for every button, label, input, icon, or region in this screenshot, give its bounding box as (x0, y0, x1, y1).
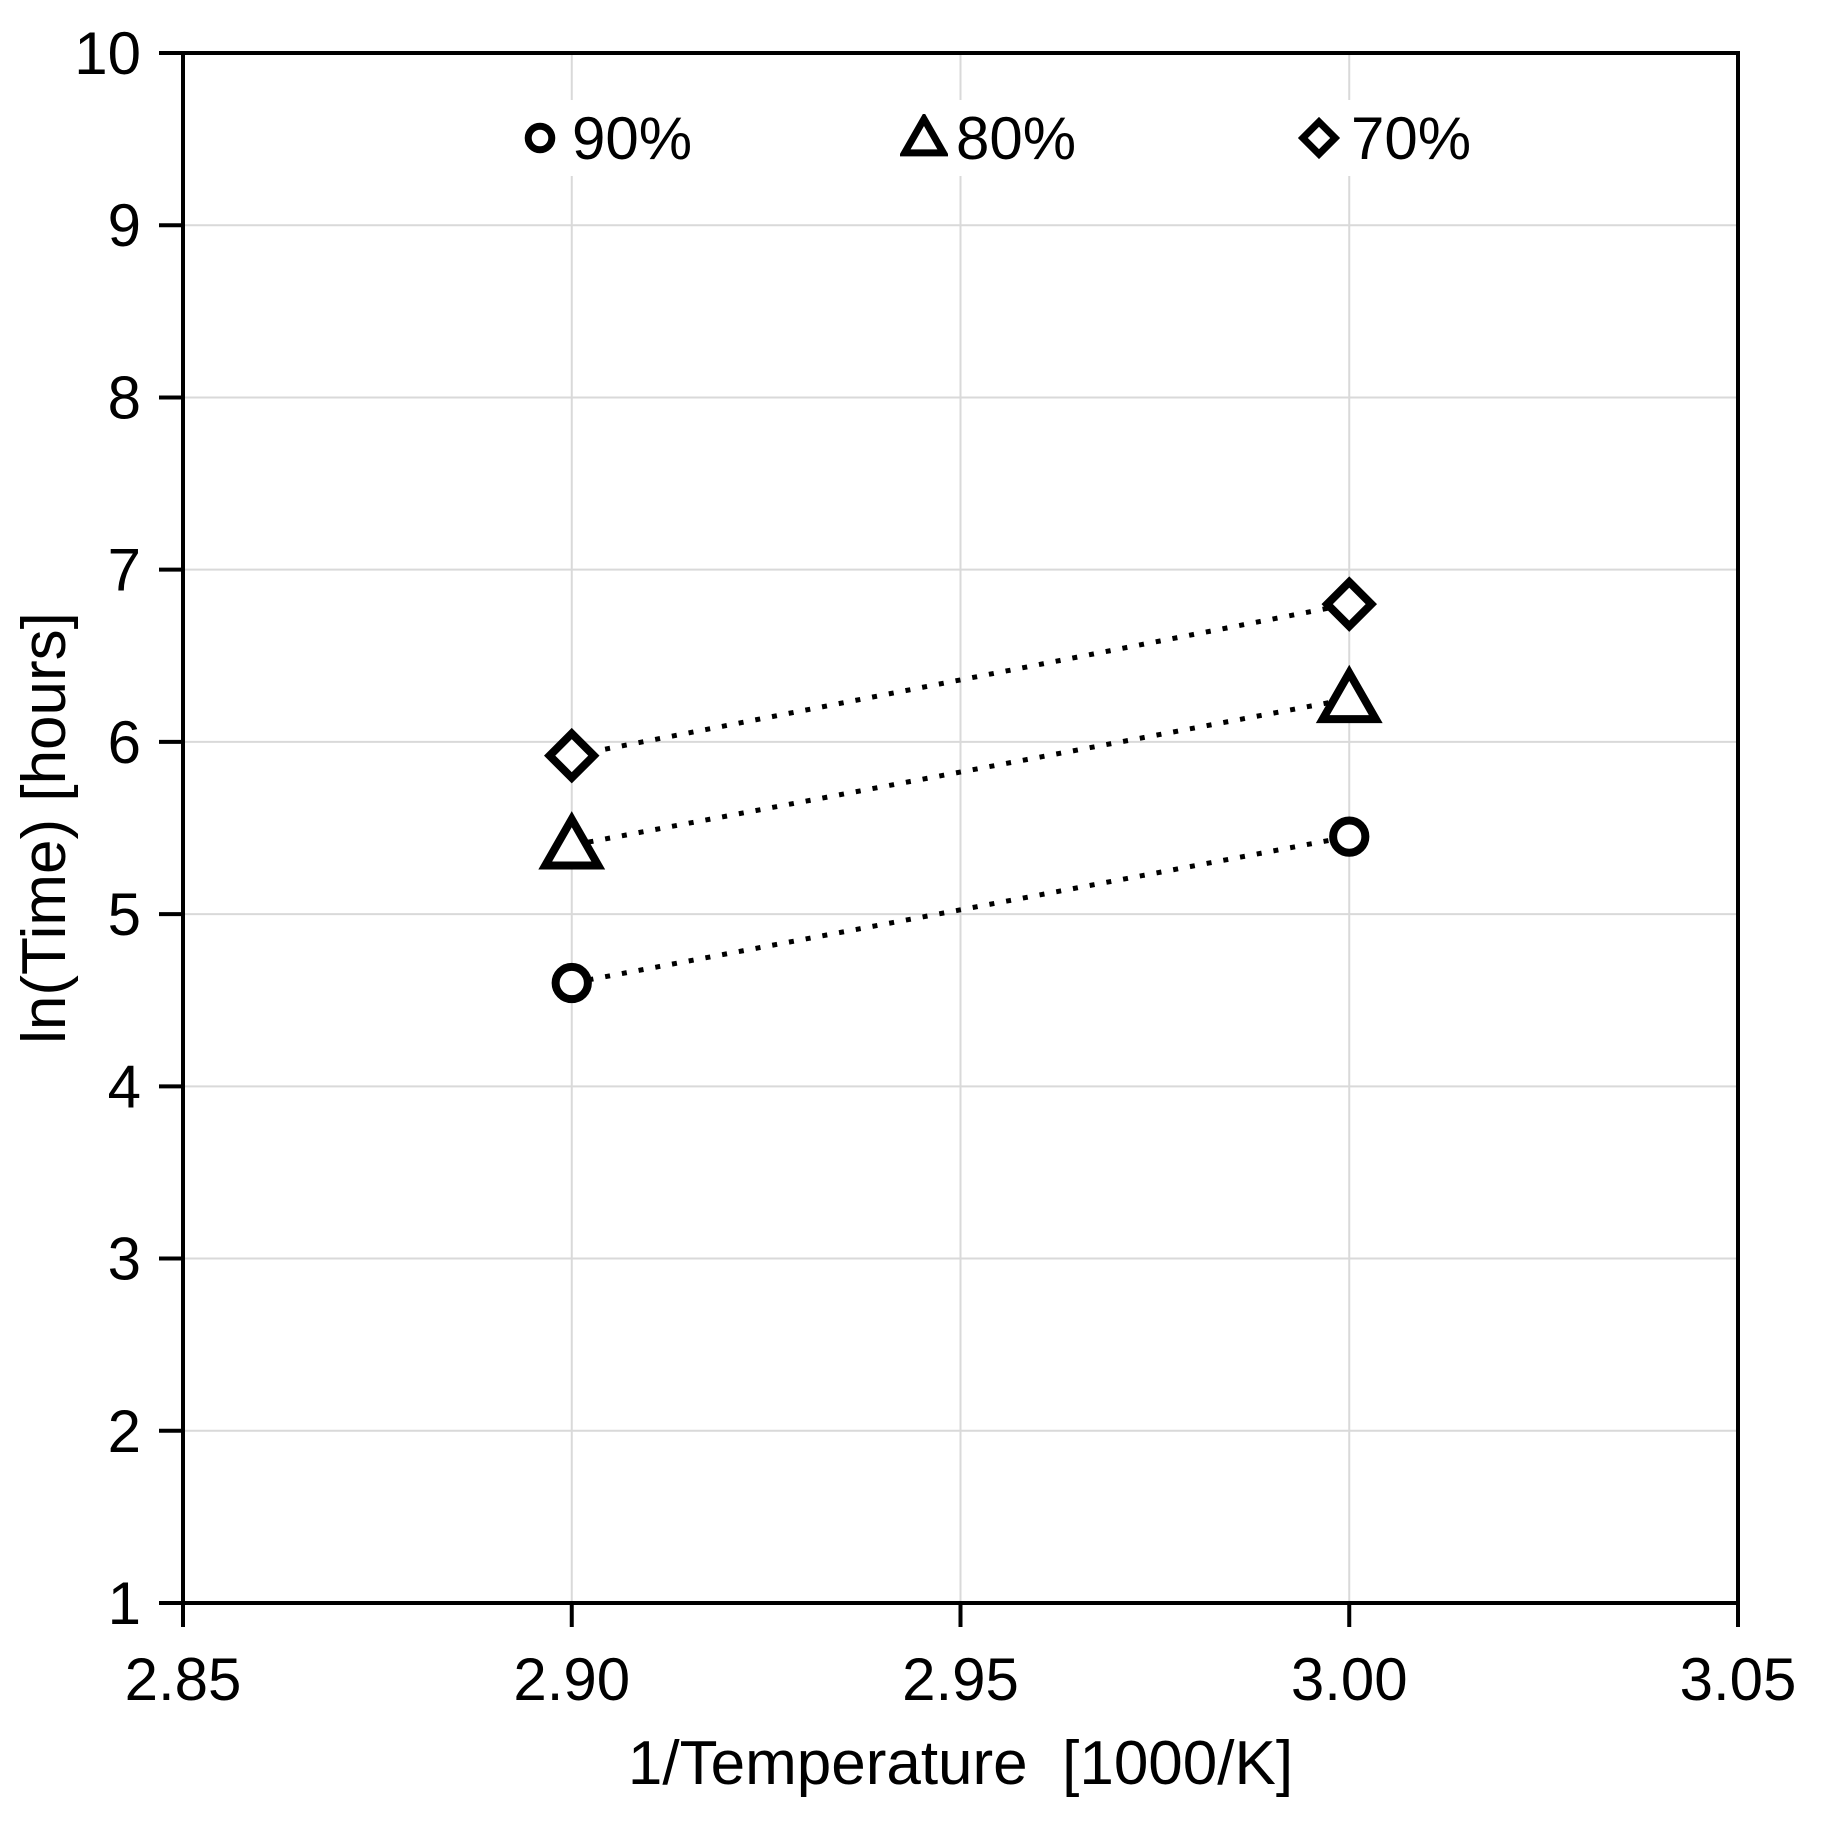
triangle-legend-icon (900, 114, 948, 157)
triangle-marker (538, 811, 606, 870)
y-tick-label: 8 (108, 364, 141, 431)
y-tick-label: 7 (108, 537, 141, 604)
x-tick-label: 3.05 (1680, 1646, 1797, 1713)
diamond-legend-icon (1297, 116, 1341, 160)
legend-label: 80% (956, 104, 1077, 172)
triangle-marker (1315, 664, 1383, 724)
diamond-marker (1297, 116, 1341, 160)
legend-label: 90% (572, 104, 693, 172)
triangle-marker (900, 114, 948, 157)
legend-label: 70% (1351, 104, 1472, 172)
trend-line-90% (571, 834, 1350, 986)
y-tick-label: 10 (74, 20, 141, 87)
circle-marker (551, 962, 592, 1004)
legend-item-80%: 80% (890, 100, 1087, 176)
y-axis-title: ln(Time) [hours] (10, 612, 79, 1044)
y-tick-label: 6 (108, 709, 141, 776)
circle-marker (1329, 816, 1370, 857)
circle-marker (524, 122, 556, 154)
diamond-marker (1321, 576, 1378, 632)
x-axis-title: 1/Temperature [1000/K] (627, 1729, 1294, 1798)
x-tick-label: 2.85 (125, 1646, 242, 1713)
legend-item-70%: 70% (1285, 100, 1482, 176)
y-tick-label: 5 (108, 881, 141, 948)
x-tick-label: 2.95 (902, 1646, 1019, 1713)
y-tick-label: 2 (108, 1398, 141, 1465)
x-tick-label: 3.00 (1291, 1646, 1408, 1713)
circle-legend-icon (524, 122, 556, 154)
legend-item-90%: 90% (506, 100, 703, 176)
diamond-marker (543, 727, 600, 784)
y-tick-label: 3 (108, 1226, 141, 1293)
y-tick-label: 4 (108, 1053, 141, 1120)
x-tick-label: 2.90 (513, 1646, 630, 1713)
y-tick-label: 1 (108, 1570, 141, 1637)
trend-line-80% (571, 696, 1350, 848)
y-tick-label: 9 (108, 192, 141, 259)
